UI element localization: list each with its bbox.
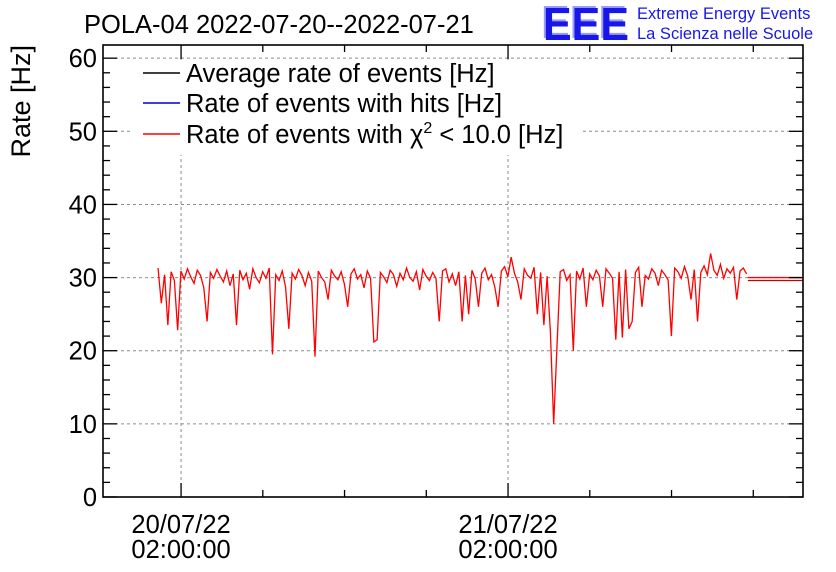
y-tick-label: 40 bbox=[69, 191, 97, 219]
legend-label-chi2-superscript: 2 bbox=[423, 120, 432, 137]
logo-line-1: Extreme Energy Events bbox=[637, 5, 810, 23]
legend-label-chi2: Rate of events with χ2 < 10.0 [Hz] bbox=[186, 120, 563, 149]
axis-tick-labels: 010203040506020/07/2202:00:0021/07/2202:… bbox=[69, 45, 558, 564]
y-axis-title: Rate [Hz] bbox=[6, 45, 36, 158]
y-tick-label: 50 bbox=[69, 118, 97, 146]
legend-label-average: Average rate of events [Hz] bbox=[186, 60, 495, 88]
y-tick-label: 10 bbox=[69, 411, 97, 439]
logo-mark: EEE bbox=[543, 0, 629, 50]
logo-mark-shadow: EEE bbox=[541, 0, 627, 48]
legend-label-hits: Rate of events with hits [Hz] bbox=[186, 90, 502, 118]
logo-line-2: La Scienza nelle Scuole bbox=[637, 25, 813, 43]
chart-title: POLA-04 2022-07-20--2022-07-21 bbox=[84, 11, 474, 39]
y-tick-label: 0 bbox=[83, 484, 97, 512]
legend: Average rate of events [Hz] Rate of even… bbox=[143, 60, 563, 149]
x-tick-label-time: 02:00:00 bbox=[131, 536, 230, 564]
y-tick-label: 20 bbox=[69, 338, 97, 366]
legend-box bbox=[133, 60, 580, 155]
legend-label-chi2-prefix: Rate of events with χ bbox=[186, 121, 424, 149]
x-tick-label-date: 20/07/22 bbox=[131, 511, 230, 539]
x-tick-label-time: 02:00:00 bbox=[458, 536, 557, 564]
y-tick-label: 30 bbox=[69, 265, 97, 293]
x-tick-label-date: 21/07/22 bbox=[458, 511, 557, 539]
plot-frame bbox=[102, 44, 804, 498]
y-tick-label: 60 bbox=[69, 45, 97, 73]
series-line-chi2-rate bbox=[157, 253, 748, 424]
axis-ticks bbox=[103, 45, 803, 498]
eee-logo: EEE EEE Extreme Energy Events La Scienza… bbox=[541, 0, 813, 50]
legend-label-chi2-suffix: < 10.0 [Hz] bbox=[432, 121, 563, 149]
